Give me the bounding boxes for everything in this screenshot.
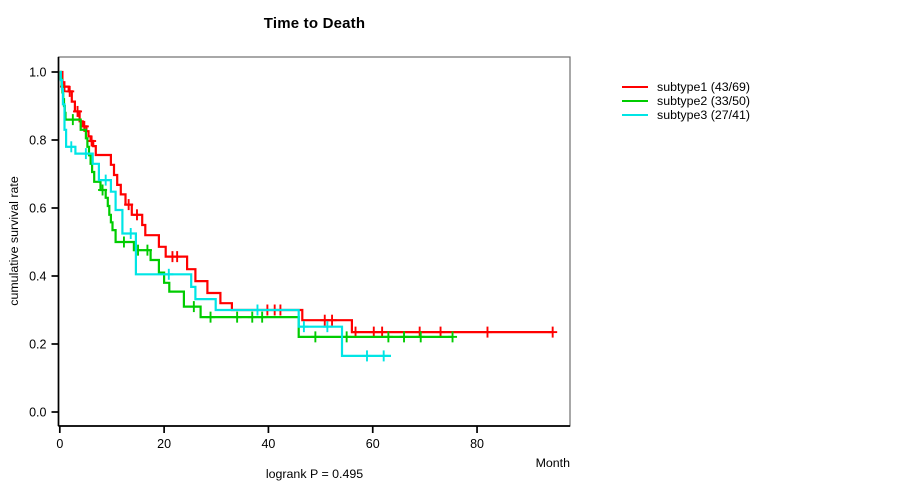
- y-tick-label: 0.0: [29, 405, 46, 419]
- legend-row-subtype1: subtype1 (43/69): [622, 80, 750, 94]
- y-tick-label: 0.6: [29, 201, 46, 215]
- subtype3-line-swatch: [622, 113, 648, 117]
- subtype2-line-swatch: [622, 99, 648, 103]
- x-tick-label: 60: [366, 437, 380, 451]
- x-tick-label: 20: [157, 437, 171, 451]
- legend-label-subtype1: subtype1 (43/69): [657, 80, 750, 94]
- x-tick-label: 40: [261, 437, 275, 451]
- y-tick-label: 0.8: [29, 133, 46, 147]
- y-tick-label: 0.2: [29, 337, 46, 351]
- legend: subtype1 (43/69) subtype2 (33/50) subtyp…: [622, 80, 750, 122]
- curve-subtype1: [59, 70, 553, 334]
- legend-label-subtype3: subtype3 (27/41): [657, 108, 750, 122]
- x-tick-label: 80: [470, 437, 484, 451]
- x-axis-label: Month: [535, 456, 570, 470]
- legend-label-subtype2: subtype2 (33/50): [657, 94, 750, 108]
- y-tick-label: 0.4: [29, 269, 46, 283]
- logrank-annotation: logrank P = 0.495: [265, 467, 364, 481]
- legend-row-subtype3: subtype3 (27/41): [622, 108, 750, 122]
- y-tick-label: 1.0: [29, 65, 46, 79]
- chart-title: Time to Death: [263, 15, 366, 32]
- curve-subtype2: [59, 70, 453, 338]
- subtype1-line-swatch: [622, 85, 648, 89]
- x-tick-label: 0: [56, 437, 63, 451]
- curve-subtype3: [59, 70, 391, 357]
- legend-row-subtype2: subtype2 (33/50): [622, 94, 750, 108]
